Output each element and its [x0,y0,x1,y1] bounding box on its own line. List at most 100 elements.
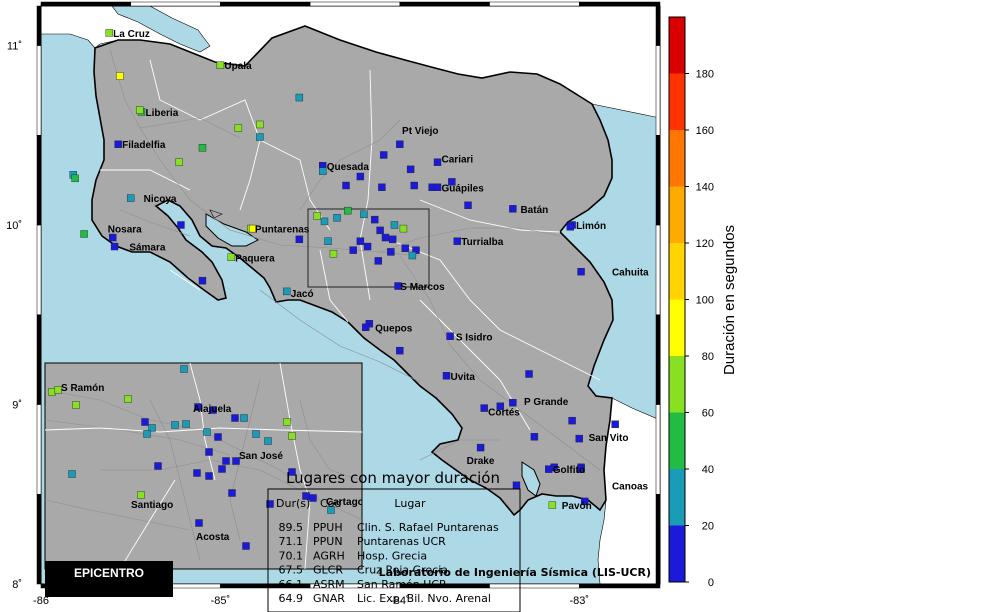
station-marker [476,443,485,452]
lake-nicaragua [111,6,211,53]
table-cell-lugar: Clin. S. Rafael Puntarenas [357,521,499,534]
station-marker [525,370,533,378]
x-tick-label: -86 [33,595,49,607]
inset-station-marker [182,420,190,428]
station-marker [453,237,461,245]
station-marker [295,235,304,244]
colorbar-segment [669,469,685,526]
table-cell-dur: 64.9 [279,592,304,605]
station-marker [408,251,417,260]
inset-borders [45,363,362,569]
station-marker [175,158,183,166]
station-marker [105,29,113,37]
x-tick-label: -85˚ [211,595,231,607]
frame-tick [489,1,580,7]
city-label: Upala [224,61,252,72]
inset-station-marker [72,401,80,409]
city-label: San Vito [589,433,629,444]
station-marker [545,465,553,473]
inset-station-marker [218,465,226,473]
station-marker [320,217,329,226]
colorbar-segment [669,525,685,582]
frame-tick [655,493,661,585]
inset-station-marker [180,365,188,373]
colorbar-tick-label: 100 [696,295,714,307]
station-marker [256,133,264,141]
table-box [267,488,521,612]
station-marker [566,223,574,231]
frame-tick [489,583,580,589]
station-marker [177,221,185,229]
inset-station-marker [148,424,156,432]
station-marker [577,267,585,276]
city-label: Quesada [327,162,370,173]
city-label: S Marcos [400,282,445,293]
frame-tick [36,5,42,46]
colorbar-segment [669,356,685,413]
inset-station-marker [231,414,239,422]
station-marker [329,250,338,258]
credit-label: Laboratorio de Ingeniería Sísmica (LIS-U… [379,566,651,579]
inset-station-marker [124,395,132,403]
inset-station-marker [205,448,213,456]
colorbar-tick-label: 20 [702,521,714,533]
station-marker [394,282,402,290]
colorbar-tick-label: 140 [696,182,714,194]
frame-tick [36,224,42,315]
city-label: Quepos [375,323,413,334]
city-label: Uvita [450,372,475,383]
frame-tick [655,224,661,315]
station-marker [401,244,409,253]
table-rows: 89.5 PPUH Clin. S. Rafael Puntarenas 71.1 PP… [279,521,500,605]
y-tick-label: 9˚ [12,399,22,411]
city-label: La Cruz [113,29,150,40]
colorbar-tick-label: 120 [696,238,714,250]
colorbar-segment [669,73,685,130]
station-marker [256,120,264,129]
epicentro-label: EPICENTRO [74,566,144,580]
city-label: Canoas [612,481,649,492]
inset-station-marker [264,437,272,445]
table-cell-dur: 66.1 [279,578,304,591]
station-marker [611,420,619,428]
colorbar-tick-label: 180 [696,69,714,81]
station-marker [249,224,257,233]
city-label: Nosara [108,225,142,236]
frame-tick [36,45,42,136]
table-cell-cod: PPUH [313,521,343,534]
inset-station-marker [214,433,222,441]
station-marker [216,61,225,69]
inset-station-marker [193,469,201,477]
y-tick-label: 8˚ [12,579,22,591]
table-title: Lugares con mayor duración [286,469,500,487]
station-marker [342,181,350,190]
inset-station-marker [240,414,248,422]
colorbar: 0 20 40 60 80 100 120 140 160 180 [668,16,714,589]
frame-tick [579,1,661,7]
station-marker [127,194,135,202]
station-marker [390,221,399,229]
colorbar-segment [669,17,685,74]
inset-city-label: San José [239,451,283,462]
station-marker [114,140,122,148]
table-cell-cod: PPUN [313,535,343,548]
inset-panel: S Ramón Alajuela San José Santiago Cartago Ac… [44,362,363,597]
inset-station-marker [209,406,217,414]
station-marker [406,165,415,174]
station-marker [509,399,517,407]
city-label: Jacó [291,289,314,300]
inset-city-label: S Ramón [61,383,104,394]
inset-stations-layer [48,365,335,550]
inset-city-label: Santiago [131,500,173,511]
city-label: Pt Viejo [402,126,439,137]
city-label: S Isidro [456,332,493,343]
table-cell-dur: 67.5 [279,564,304,577]
stations-layer [69,29,619,509]
colorbar-tick-label: 160 [696,125,714,137]
station-marker [362,323,370,332]
station-marker [356,237,365,245]
table-cell-lugar: San Ramón UCR [357,578,447,591]
city-label: Guápiles [442,183,485,194]
table-header-dur: Dur(s) [276,497,310,510]
